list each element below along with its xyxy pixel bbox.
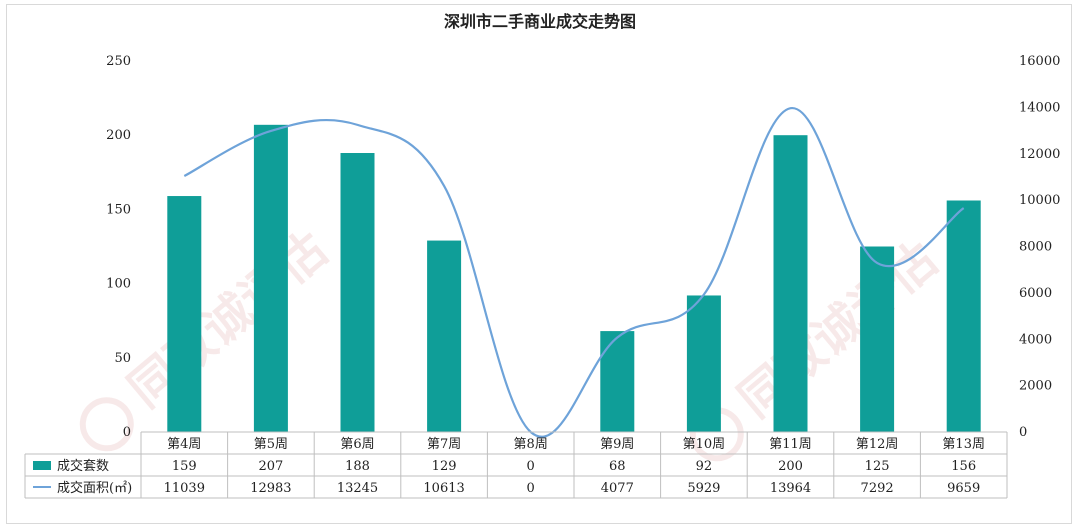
y-right-tick-label: 12000	[1019, 147, 1060, 162]
y-right-tick-label: 8000	[1019, 240, 1052, 255]
data-label-bar: 0	[527, 459, 535, 474]
data-label-line: 10613	[423, 481, 464, 496]
data-label-bar: 207	[258, 459, 283, 474]
bar-10	[946, 200, 981, 432]
data-label-line: 13964	[770, 481, 811, 496]
x-tick-label: 第9周	[600, 437, 634, 452]
data-label-line: 13245	[337, 481, 378, 496]
chart-title: 深圳市二手商业成交走势图	[444, 12, 636, 31]
data-label-bar: 129	[432, 459, 457, 474]
x-tick-label: 第8周	[514, 437, 548, 452]
data-label-bar: 92	[696, 459, 713, 474]
data-label-line: 11039	[164, 481, 205, 496]
data-label-line: 12983	[250, 481, 291, 496]
watermark-text: 同致诚评估	[728, 231, 948, 428]
y-left-tick-label: 250	[106, 54, 131, 69]
x-tick-label: 第11周	[769, 437, 812, 452]
y-left-tick-label: 0	[123, 425, 131, 440]
series-line-area	[183, 107, 965, 438]
bar-1	[167, 196, 202, 432]
bar-4	[427, 240, 462, 432]
x-tick-label: 第5周	[254, 437, 288, 452]
legend-label-line: 成交面积(㎡)	[57, 480, 132, 496]
data-label-line: 0	[527, 481, 535, 496]
y-right-tick-label: 10000	[1019, 193, 1060, 208]
x-tick-label: 第13周	[942, 437, 985, 452]
y-left-tick-label: 150	[106, 202, 131, 217]
data-label-line: 4077	[601, 481, 634, 496]
bar-8	[773, 135, 808, 432]
y-right-tick-label: 0	[1019, 425, 1027, 440]
bar-3	[340, 153, 375, 432]
y-left-tick-label: 200	[106, 128, 131, 143]
y-right-tick-label: 4000	[1019, 332, 1052, 347]
y-right-tick-label: 6000	[1019, 286, 1052, 301]
y-right-tick-label: 14000	[1019, 100, 1060, 115]
data-label-bar: 159	[172, 459, 197, 474]
x-tick-label: 第12周	[856, 437, 899, 452]
data-label-bar: 200	[778, 459, 803, 474]
y-right-tick-label: 2000	[1019, 379, 1052, 394]
data-label-bar: 188	[345, 459, 370, 474]
data-label-bar: 125	[865, 459, 890, 474]
bar-9	[860, 246, 895, 432]
data-label-bar: 68	[609, 459, 626, 474]
y-left-tick-label: 100	[106, 277, 131, 292]
chart-frame: 深圳市二手商业成交走势图同致诚评估 同致诚评估 0 50 100 150 200 250 0 20…	[6, 4, 1072, 524]
x-tick-label: 第10周	[683, 437, 726, 452]
bar-7	[686, 295, 721, 432]
bar-6	[600, 331, 635, 432]
x-tick-label: 第7周	[427, 437, 461, 452]
x-tick-label: 第6周	[340, 437, 374, 452]
y-right-tick-label: 16000	[1019, 54, 1060, 69]
bar-2	[253, 124, 288, 432]
watermark-logo-icon	[79, 397, 134, 452]
data-label-line: 9659	[947, 481, 980, 496]
y-left-tick-label: 50	[114, 351, 131, 366]
legend-key-bar	[33, 461, 51, 470]
x-tick-label: 第4周	[167, 437, 201, 452]
data-label-line: 7292	[861, 481, 894, 496]
legend-label-bar: 成交套数	[57, 458, 109, 474]
data-label-line: 5929	[687, 481, 720, 496]
data-label-bar: 156	[951, 459, 976, 474]
watermark: 同致诚评估	[79, 221, 338, 452]
watermark-text: 同致诚评估	[118, 221, 338, 418]
